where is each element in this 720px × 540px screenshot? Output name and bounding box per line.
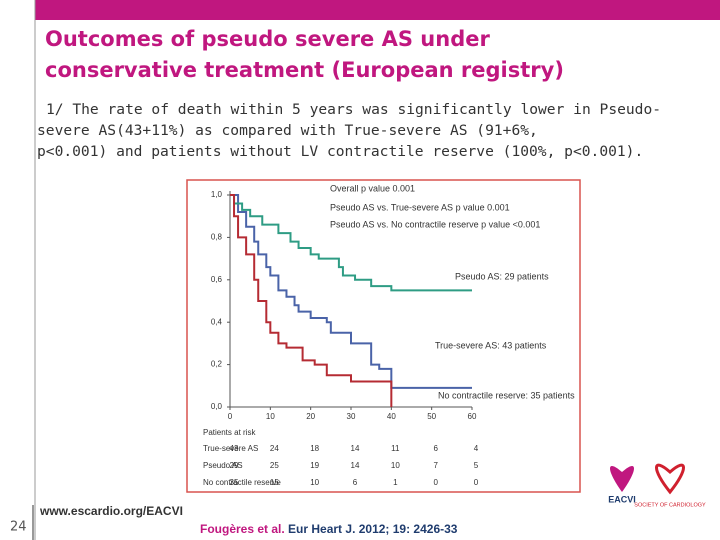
annotation: Pseudo AS vs. No contractile reserve p v…: [330, 219, 540, 229]
risk-row-label: No contractile reserve: [203, 478, 281, 487]
y-tick-label: 0,0: [211, 402, 223, 411]
risk-title: Patients at risk: [203, 428, 256, 437]
esc-label: SOCIETY OF CARDIOLOGY: [634, 502, 706, 508]
y-tick-label: 0,8: [211, 233, 223, 242]
x-tick-label: 40: [387, 412, 396, 421]
risk-count: 7: [433, 461, 438, 470]
citation: Fougères et al. Eur Heart J. 2012; 19: 2…: [200, 522, 458, 536]
body-line: severe AS(43+11%) as compared with True-…: [37, 122, 538, 139]
risk-count: 6: [353, 478, 358, 487]
risk-count: 14: [351, 444, 360, 453]
title-line: Outcomes of pseudo severe AS under: [45, 27, 490, 51]
risk-count: 11: [391, 444, 400, 453]
risk-count: 15: [270, 478, 279, 487]
risk-count: 18: [310, 444, 319, 453]
title-line: conservative treatment (European registr…: [45, 58, 564, 82]
risk-count: 29: [230, 461, 239, 470]
citation-ref: Eur Heart J. 2012; 19: 2426-33: [285, 522, 458, 536]
x-tick-label: 50: [427, 412, 436, 421]
footer-url: www.escardio.org/EACVI: [39, 504, 183, 518]
risk-count: 4: [474, 444, 479, 453]
esc-logo: [655, 463, 685, 495]
annotation: Overall p value 0.001: [330, 183, 415, 193]
risk-count: 5: [474, 461, 479, 470]
risk-row-label: Pseudo AS: [203, 461, 243, 470]
risk-count: 6: [433, 444, 438, 453]
page-number: 24: [10, 520, 27, 535]
risk-count: 19: [310, 461, 319, 470]
risk-count: 0: [433, 478, 438, 487]
y-tick-label: 0,4: [211, 317, 223, 326]
risk-count: 0: [474, 478, 479, 487]
survival-curve: [230, 194, 472, 389]
annotation: True-severe AS: 43 patients: [435, 340, 547, 350]
risk-count: 1: [393, 478, 398, 487]
body-line: 1/ The rate of death within 5 years was …: [46, 101, 661, 118]
eacvi-label: EACVI: [608, 494, 636, 504]
risk-count: 35: [230, 478, 239, 487]
x-tick-label: 10: [266, 412, 275, 421]
risk-count: 10: [310, 478, 319, 487]
risk-count: 14: [351, 461, 360, 470]
risk-count: 25: [270, 461, 279, 470]
top-bar: [35, 0, 720, 20]
risk-count: 24: [270, 444, 279, 453]
annotation: Pseudo AS: 29 patients: [455, 271, 549, 281]
y-tick-label: 0,6: [211, 275, 223, 284]
risk-count: 43: [230, 444, 239, 453]
citation-authors: Fougères et al.: [200, 522, 285, 536]
x-tick-label: 30: [347, 412, 356, 421]
x-tick-label: 60: [468, 412, 477, 421]
x-tick-label: 0: [228, 412, 233, 421]
risk-count: 10: [391, 461, 400, 470]
eacvi-logo: [610, 465, 634, 492]
annotation: Pseudo AS vs. True-severe AS p value 0.0…: [330, 202, 510, 212]
y-tick-label: 1,0: [211, 190, 223, 199]
chart-frame: [186, 179, 581, 493]
x-tick-label: 20: [306, 412, 315, 421]
body-line: p<0.001) and patients without LV contrac…: [37, 143, 643, 160]
survival-curve: [230, 194, 393, 407]
survival-curve: [230, 194, 472, 292]
annotation: No contractile reserve: 35 patients: [438, 390, 575, 400]
risk-row-label: True-severe AS: [203, 444, 258, 453]
y-tick-label: 0,2: [211, 360, 223, 369]
